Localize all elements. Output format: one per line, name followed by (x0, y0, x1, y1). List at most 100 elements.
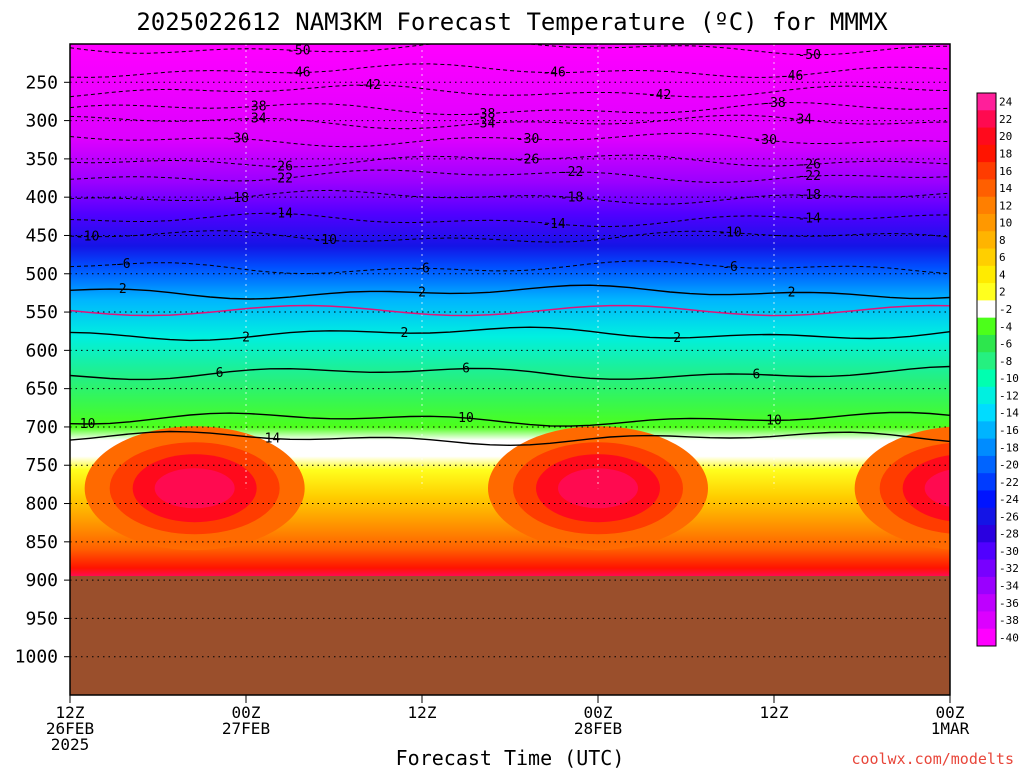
colorbar-swatch (977, 144, 996, 163)
terrain-below-surface (70, 576, 950, 695)
colorbar-label: -10 (999, 372, 1019, 385)
y-tick-label: 650 (25, 379, 58, 400)
y-tick-label: 800 (25, 494, 58, 515)
y-tick-label: 550 (25, 302, 58, 323)
isotherm-label: -46 (780, 69, 803, 84)
colorbar-label: -26 (999, 510, 1019, 523)
y-tick-label: 850 (25, 532, 58, 553)
colorbar-label: -34 (999, 580, 1019, 593)
colorbar-label: -14 (999, 407, 1019, 420)
colorbar-label: 4 (999, 268, 1006, 281)
colorbar-label: -4 (999, 320, 1013, 333)
isotherm-label: 2 (673, 331, 681, 346)
colorbar-label: 14 (999, 182, 1013, 195)
isotherm-label: -6 (115, 257, 131, 272)
isotherm-label: 6 (752, 367, 760, 382)
colorbar-swatch (977, 594, 996, 612)
y-tick-label: 600 (25, 340, 58, 361)
y-tick-label: 700 (25, 417, 58, 438)
isotherm-label: -34 (243, 112, 267, 127)
x-tick-label: 12Z (760, 703, 789, 722)
isotherm-label: -26 (269, 160, 292, 175)
isotherm-label: -38 (762, 96, 785, 111)
colorbar-label: -18 (999, 441, 1019, 454)
isotherm-label: -10 (313, 233, 336, 248)
isotherm-label: -18 (560, 190, 583, 205)
grid (69, 44, 951, 489)
colorbar-swatch (977, 352, 996, 370)
y-tick-label: 250 (25, 72, 58, 93)
y-tick-label: 950 (25, 608, 58, 629)
colorbar-swatch (977, 127, 996, 146)
isotherm-label: 2 (418, 286, 426, 301)
isotherm-label: -10 (76, 230, 99, 245)
colorbar-label: -30 (999, 545, 1019, 558)
y-axis: 250 300 350 400 450 500 550 600 650 700 750 800 850 9… (15, 72, 70, 668)
colorbar-label: -24 (999, 493, 1019, 506)
colorbar-label: 2 (999, 286, 1006, 299)
colorbar-swatch (977, 490, 996, 509)
isotherm-label: -34 (472, 116, 496, 131)
x-tick-label: 00Z (584, 703, 613, 722)
colorbar-label: 12 (999, 199, 1012, 212)
colorbar-label: 8 (999, 234, 1006, 247)
isotherm-label: 2 (119, 282, 127, 297)
y-tick-label: 400 (25, 187, 58, 208)
isotherm-label: 2 (788, 285, 796, 300)
colorbar-swatch (977, 438, 996, 457)
plot-area: -50 -50-46 -46 -46-42-42-38 -38-38-34 -34 -34-… (69, 43, 951, 696)
colorbar-swatch (977, 421, 996, 440)
colorbar-swatch (977, 542, 996, 561)
isotherm-line (70, 365, 950, 381)
colorbar-label: -40 (999, 631, 1019, 644)
colorbar: 24 22 20 18 16 14 12 10 8 6 4 2 -2 -4 -6 -8 -10 -12 -14 -16… (976, 92, 1019, 647)
isotherm-label: -30 (225, 132, 248, 147)
isotherm-label: -38 (472, 107, 495, 122)
colorbar-label: -6 (999, 338, 1012, 351)
isotherm-label: 14 (265, 432, 281, 447)
x-tick-label: 1MAR (931, 719, 970, 738)
isotherm-label: 6 (462, 362, 470, 377)
colorbar-swatch (977, 213, 996, 232)
colorbar-label: 16 (999, 165, 1012, 178)
isotherm-line (70, 284, 950, 300)
isotherm-line (70, 430, 950, 447)
y-tick-label: 300 (25, 111, 58, 132)
colorbar-swatch (977, 611, 996, 630)
colorbar-label: -32 (999, 562, 1019, 575)
isotherms: -50 -50-46 -46 -46-42-42-38 -38-38-34 -34 -34-… (70, 44, 950, 447)
colorbar-label: -20 (999, 459, 1019, 472)
colorbar-label: -22 (999, 476, 1019, 489)
colorbar-swatch (977, 179, 996, 198)
isotherm-label: -22 (560, 165, 583, 180)
warm-lobe (154, 468, 235, 509)
isotherm-label: 2 (242, 330, 250, 345)
colorbar-swatch (977, 93, 996, 111)
isotherm-label: -34 (789, 112, 813, 127)
isotherm-label: -30 (753, 133, 776, 148)
isotherm-label: -14 (797, 211, 821, 226)
y-tick-label: 750 (25, 455, 58, 476)
colorbar-label: -28 (999, 528, 1019, 541)
isotherm-label: -26 (516, 152, 539, 167)
colorbar-swatch (977, 110, 996, 129)
isotherm-label: -6 (722, 260, 738, 275)
isotherm-label: -22 (269, 172, 292, 187)
y-tick-label: 500 (25, 264, 58, 285)
colorbar-label: -2 (999, 303, 1012, 316)
colorbar-swatch (977, 265, 996, 284)
colorbar-swatch (977, 283, 996, 301)
isotherm-label: -18 (225, 191, 248, 206)
colorbar-label: -36 (999, 597, 1019, 610)
colorbar-swatch (977, 196, 996, 215)
colorbar-label: 20 (999, 130, 1012, 143)
isotherm-label: -6 (414, 261, 430, 276)
colorbar-swatch (977, 455, 996, 474)
colorbar-swatch (977, 317, 996, 336)
y-tick-label: 450 (25, 225, 58, 246)
credit-text[interactable]: coolwx.com/modelts (851, 750, 1014, 768)
colorbar-label: 6 (999, 251, 1006, 264)
isotherm-label: 10 (766, 413, 782, 428)
isotherm-label: -26 (797, 158, 820, 173)
isotherm-label: -18 (797, 188, 820, 203)
